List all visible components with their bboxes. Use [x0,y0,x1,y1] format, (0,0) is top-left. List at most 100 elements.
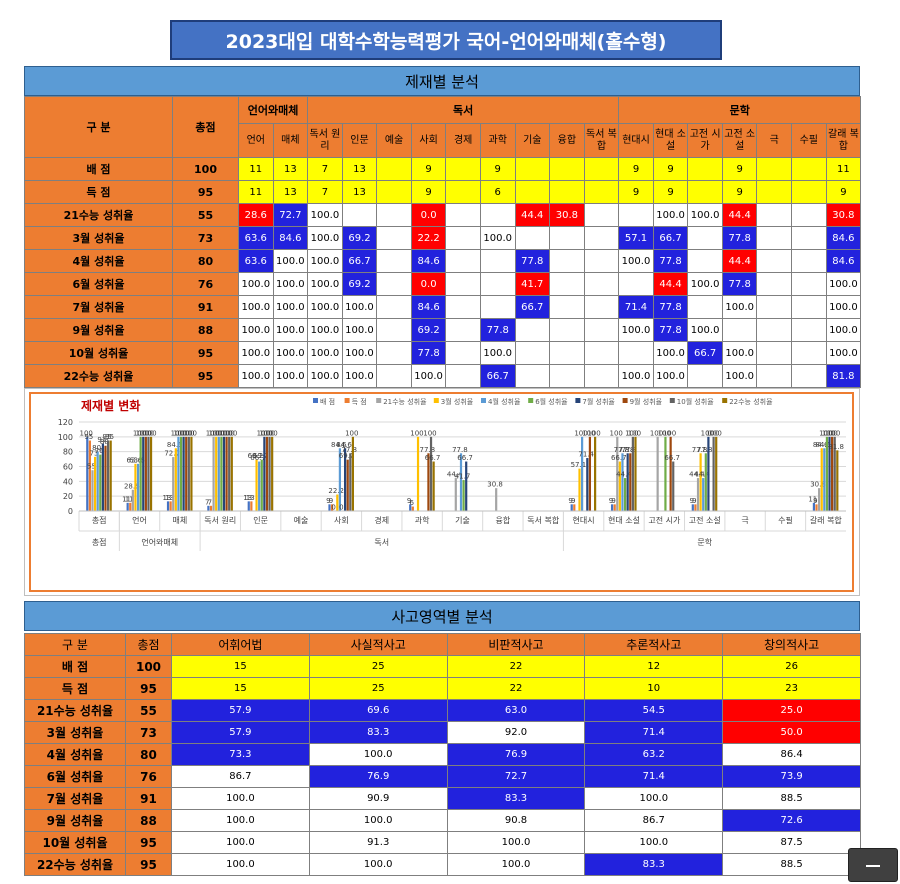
table-cell: 57.1 [618,226,654,250]
table-cell [756,341,793,365]
table-cell: 77.8 [721,272,758,296]
bar [149,436,153,511]
data-label: 95 [105,433,114,441]
bar [217,436,220,511]
bar [265,436,269,511]
table-cell [549,364,585,388]
table-cell [549,157,585,181]
header-col-3: 추론적사고 [584,633,724,656]
legend-swatch [575,398,581,403]
header-col-2: 독서 원리 [307,123,343,158]
row-total: 100 [172,157,239,181]
data-label: 72.7 [164,450,180,458]
table-cell: 86.4 [722,743,861,766]
table-cell: 100.0 [618,249,654,273]
row-label: 9월 성취율 [24,809,126,832]
table-cell: 100.0 [238,318,274,342]
table-cell [687,157,723,181]
table-cell: 100.0 [308,809,448,832]
minimize-button[interactable] [848,848,898,882]
row-total: 95 [172,341,239,365]
table-cell: 100.0 [687,318,723,342]
data-label: 13 [243,494,252,502]
table-cell: 10 [584,677,724,700]
bar [669,436,672,511]
bar [672,461,675,511]
table-cell: 66.7 [514,295,551,319]
data-label: 9 [611,497,615,505]
data-label: 100 [211,429,224,437]
row-total: 88 [125,809,172,832]
bar [623,478,627,511]
x-tick-label: 독서 원리 [204,516,236,525]
table-cell [376,364,412,388]
data-label: 44.4 [616,471,632,479]
table-cell: 100.0 [238,272,274,296]
header-gubun: 구 분 [24,633,126,656]
table-row: 4월 성취율 80 73.3 100.0 76.9 63.2 86.4 [24,743,861,766]
row-label: 22수능 성취율 [24,364,173,388]
subject-analysis-table: 구 분 총점 언어와매체 독서 문학 언어 매체 독서 원리 인문 예술 사회 경제 과학 기술 융합 독서 … [24,96,862,388]
data-label: 100 [625,429,638,437]
bar [93,456,97,511]
header-col-0: 어휘어법 [171,633,310,656]
table-cell [376,341,412,365]
row-label: 배 점 [24,157,173,181]
table-cell [479,203,516,227]
bar [336,494,339,511]
bar [618,461,621,511]
table-cell: 69.2 [410,318,447,342]
table-cell: 100.0 [618,318,654,342]
table-cell: 100.0 [308,743,448,766]
table-cell: 54.5 [584,699,724,722]
data-label: 100 [708,429,721,437]
data-label: 100 [173,429,186,437]
bar [715,436,718,511]
table-cell: 84.6 [272,226,309,250]
data-label: 63.6 [127,456,143,464]
data-label: 100 [221,429,234,437]
bar [833,436,836,511]
table-row: 10월 성취율 95 100.0 100.0 100.0 100.0 77.8 100.0 10… [24,341,862,365]
table-cell [756,226,793,250]
data-label: 100 [706,429,719,437]
table-cell: 84.6 [825,226,862,250]
row-total: 88 [172,318,239,342]
table-cell: 88.5 [722,853,861,876]
table-cell: 100.0 [272,364,309,388]
data-label: 77.8 [452,446,468,454]
header-group-1: 독서 [307,96,620,124]
data-label: 69.2 [339,452,355,460]
data-label: 100 [219,429,232,437]
header-col-6: 경제 [445,123,481,158]
table-cell: 87.5 [722,831,861,854]
row-total: 76 [125,765,172,788]
table-cell: 100.0 [652,203,689,227]
bar [694,504,697,511]
bar [409,504,412,511]
bar [691,504,694,511]
legend-swatch [344,398,350,403]
table-cell [514,157,551,181]
row-total: 91 [172,295,239,319]
legend-entry: 득 점 [352,398,367,406]
bar [343,448,347,511]
table-cell [549,341,585,365]
bar [462,480,465,511]
table-row: 21수능 성취율 55 28.6 72.7 100.0 0.0 44.4 30.8 100.0 1… [24,203,862,227]
header-row: 구 분 총점 어휘어법 사실적사고 비판적사고 추론적사고 창의적사고 [24,633,861,656]
table-cell: 100.0 [721,295,758,319]
table-cell: 100.0 [308,853,448,876]
data-label: 13 [165,494,174,502]
bar [247,501,250,511]
row-label: 7월 성취율 [24,787,126,810]
table-cell: 22.2 [410,226,447,250]
table-cell: 50.0 [722,721,861,744]
row-label: 4월 성취율 [24,249,173,273]
header-col-1: 매체 [272,123,309,158]
data-label: 100 [628,429,641,437]
row-total: 95 [125,831,172,854]
table-cell: 15 [171,655,310,678]
table-cell: 13 [341,180,378,204]
header-col-15: 극 [756,123,793,158]
